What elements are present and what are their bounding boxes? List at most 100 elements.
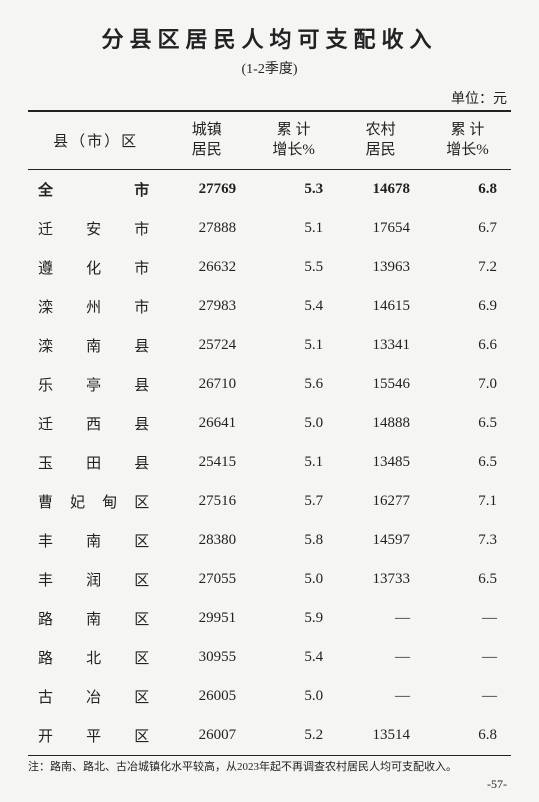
income-table: 县（市）区 城镇居民 累 计增长% 农村居民 累 计增长% 全市277695.3… bbox=[28, 110, 511, 756]
unit-label: 单位：元 bbox=[28, 88, 511, 108]
rural_growth-cell: 7.3 bbox=[424, 521, 511, 560]
table-row: 乐亭县267105.6155467.0 bbox=[28, 365, 511, 404]
rural-cell: 17654 bbox=[337, 209, 424, 248]
page-subtitle: (1-2季度) bbox=[28, 58, 511, 78]
rural_growth-cell: 6.7 bbox=[424, 209, 511, 248]
table-row: 丰润区270555.0137336.5 bbox=[28, 560, 511, 599]
region-cell: 迁安市 bbox=[28, 209, 163, 248]
rural_growth-cell: 6.9 bbox=[424, 287, 511, 326]
urban-cell: 26007 bbox=[163, 716, 250, 756]
urban_growth-cell: 5.6 bbox=[250, 365, 337, 404]
table-row: 丰南区283805.8145977.3 bbox=[28, 521, 511, 560]
region-cell: 路南区 bbox=[28, 599, 163, 638]
region-cell: 开平区 bbox=[28, 716, 163, 756]
rural_growth-cell: 6.5 bbox=[424, 443, 511, 482]
table-row: 滦州市279835.4146156.9 bbox=[28, 287, 511, 326]
table-row: 路北区309555.4—— bbox=[28, 638, 511, 677]
rural_growth-cell: 6.5 bbox=[424, 560, 511, 599]
region-cell: 迁西县 bbox=[28, 404, 163, 443]
rural-cell: 15546 bbox=[337, 365, 424, 404]
header-row: 县（市）区 城镇居民 累 计增长% 农村居民 累 计增长% bbox=[28, 111, 511, 170]
table-body: 全市277695.3146786.8迁安市278885.1176546.7遵化市… bbox=[28, 170, 511, 756]
col-region: 县（市）区 bbox=[28, 111, 163, 170]
urban-cell: 27055 bbox=[163, 560, 250, 599]
rural_growth-cell: 7.0 bbox=[424, 365, 511, 404]
urban_growth-cell: 5.7 bbox=[250, 482, 337, 521]
urban_growth-cell: 5.1 bbox=[250, 209, 337, 248]
rural_growth-cell: 7.1 bbox=[424, 482, 511, 521]
region-cell: 丰南区 bbox=[28, 521, 163, 560]
urban-cell: 28380 bbox=[163, 521, 250, 560]
urban_growth-cell: 5.8 bbox=[250, 521, 337, 560]
urban_growth-cell: 5.4 bbox=[250, 287, 337, 326]
region-cell: 滦州市 bbox=[28, 287, 163, 326]
urban-cell: 29951 bbox=[163, 599, 250, 638]
region-cell: 玉田县 bbox=[28, 443, 163, 482]
page-number: -57- bbox=[28, 777, 511, 792]
rural-cell: 14888 bbox=[337, 404, 424, 443]
rural_growth-cell: — bbox=[424, 677, 511, 716]
urban-cell: 25415 bbox=[163, 443, 250, 482]
urban_growth-cell: 5.1 bbox=[250, 443, 337, 482]
urban_growth-cell: 5.5 bbox=[250, 248, 337, 287]
page-container: 分县区居民人均可支配收入 (1-2季度) 单位：元 县（市）区 城镇居民 累 计… bbox=[0, 0, 539, 802]
rural_growth-cell: 6.5 bbox=[424, 404, 511, 443]
table-row: 遵化市266325.5139637.2 bbox=[28, 248, 511, 287]
rural_growth-cell: 6.8 bbox=[424, 716, 511, 756]
col-urban: 城镇居民 bbox=[163, 111, 250, 170]
urban-cell: 25724 bbox=[163, 326, 250, 365]
page-title: 分县区居民人均可支配收入 bbox=[28, 22, 511, 54]
table-row: 迁西县266415.0148886.5 bbox=[28, 404, 511, 443]
region-cell: 路北区 bbox=[28, 638, 163, 677]
rural-cell: 14615 bbox=[337, 287, 424, 326]
urban_growth-cell: 5.0 bbox=[250, 560, 337, 599]
urban-cell: 26710 bbox=[163, 365, 250, 404]
urban-cell: 27888 bbox=[163, 209, 250, 248]
col-rural-growth: 累 计增长% bbox=[424, 111, 511, 170]
table-row: 玉田县254155.1134856.5 bbox=[28, 443, 511, 482]
table-row: 古冶区260055.0—— bbox=[28, 677, 511, 716]
col-urban-growth: 累 计增长% bbox=[250, 111, 337, 170]
rural_growth-cell: — bbox=[424, 599, 511, 638]
region-cell: 丰润区 bbox=[28, 560, 163, 599]
region-cell: 滦南县 bbox=[28, 326, 163, 365]
urban-cell: 27769 bbox=[163, 170, 250, 210]
rural-cell: 16277 bbox=[337, 482, 424, 521]
urban_growth-cell: 5.2 bbox=[250, 716, 337, 756]
rural_growth-cell: 7.2 bbox=[424, 248, 511, 287]
urban-cell: 30955 bbox=[163, 638, 250, 677]
rural-cell: 14597 bbox=[337, 521, 424, 560]
urban-cell: 26632 bbox=[163, 248, 250, 287]
rural_growth-cell: — bbox=[424, 638, 511, 677]
table-row: 曹妃甸区275165.7162777.1 bbox=[28, 482, 511, 521]
rural-cell: — bbox=[337, 638, 424, 677]
rural_growth-cell: 6.6 bbox=[424, 326, 511, 365]
table-row: 路南区299515.9—— bbox=[28, 599, 511, 638]
rural-cell: 13963 bbox=[337, 248, 424, 287]
rural-cell: 14678 bbox=[337, 170, 424, 210]
rural-cell: 13733 bbox=[337, 560, 424, 599]
urban_growth-cell: 5.1 bbox=[250, 326, 337, 365]
region-cell: 遵化市 bbox=[28, 248, 163, 287]
urban-cell: 26641 bbox=[163, 404, 250, 443]
region-cell: 古冶区 bbox=[28, 677, 163, 716]
rural-cell: — bbox=[337, 677, 424, 716]
table-row: 滦南县257245.1133416.6 bbox=[28, 326, 511, 365]
table-row: 全市277695.3146786.8 bbox=[28, 170, 511, 210]
urban_growth-cell: 5.0 bbox=[250, 677, 337, 716]
urban-cell: 27516 bbox=[163, 482, 250, 521]
col-rural: 农村居民 bbox=[337, 111, 424, 170]
rural-cell: — bbox=[337, 599, 424, 638]
urban_growth-cell: 5.4 bbox=[250, 638, 337, 677]
table-row: 开平区260075.2135146.8 bbox=[28, 716, 511, 756]
rural-cell: 13341 bbox=[337, 326, 424, 365]
region-cell: 乐亭县 bbox=[28, 365, 163, 404]
urban-cell: 26005 bbox=[163, 677, 250, 716]
region-cell: 曹妃甸区 bbox=[28, 482, 163, 521]
urban_growth-cell: 5.9 bbox=[250, 599, 337, 638]
urban-cell: 27983 bbox=[163, 287, 250, 326]
urban_growth-cell: 5.0 bbox=[250, 404, 337, 443]
rural-cell: 13485 bbox=[337, 443, 424, 482]
footnote: 注：路南、路北、古冶城镇化水平较高，从2023年起不再调查农村居民人均可支配收入… bbox=[28, 760, 511, 775]
rural_growth-cell: 6.8 bbox=[424, 170, 511, 210]
